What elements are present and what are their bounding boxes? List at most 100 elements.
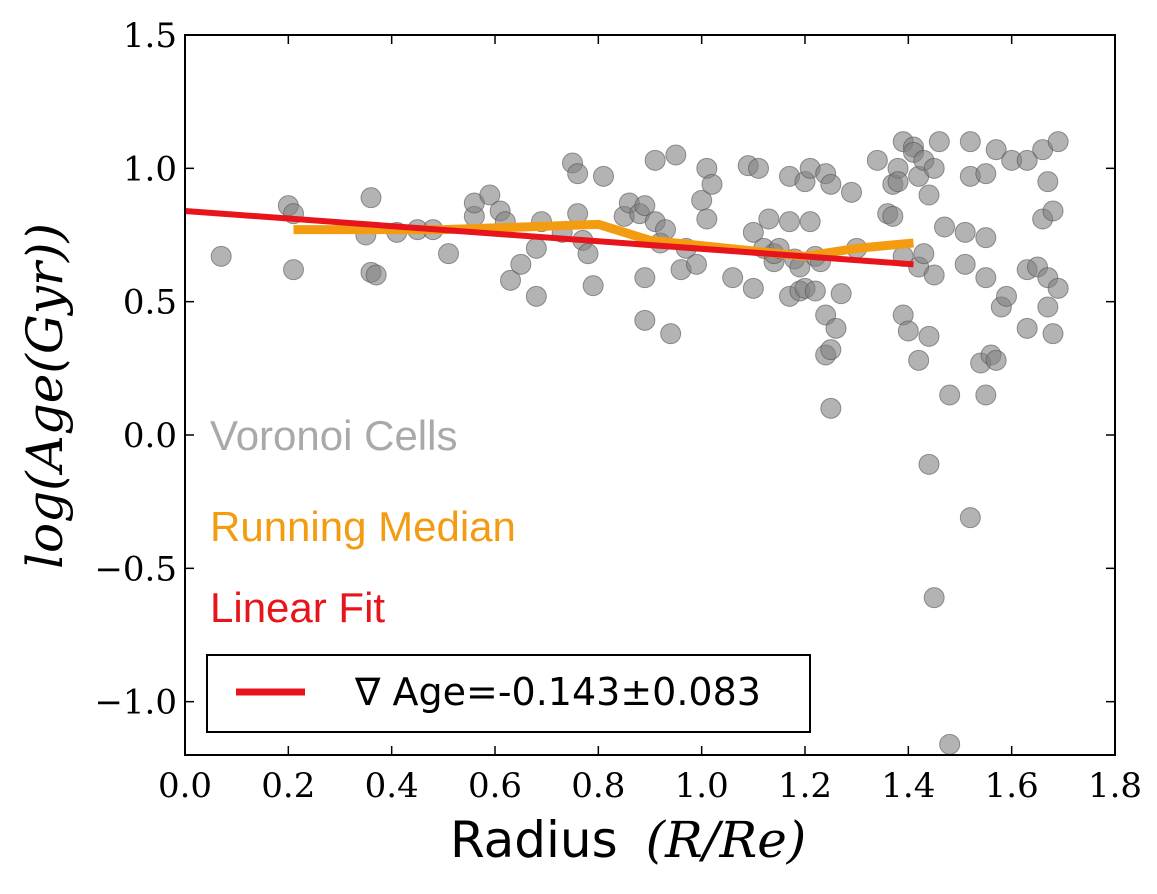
scatter-point — [908, 349, 930, 371]
x-tick-label: 1.8 — [1088, 766, 1142, 806]
scatter-point — [959, 507, 981, 529]
scatter-point — [1047, 277, 1069, 299]
y-tick-label: −1.0 — [94, 683, 177, 723]
scatter-point — [1042, 323, 1064, 345]
x-tick-label: 1.0 — [675, 766, 729, 806]
scatter-point — [634, 309, 656, 331]
scatter-point — [887, 171, 909, 193]
x-axis-title: Radius (R/Re) — [450, 811, 806, 869]
y-tick-label: 0.0 — [123, 416, 177, 456]
scatter-point — [742, 277, 764, 299]
scatter-point — [985, 349, 1007, 371]
scatter-point — [665, 144, 687, 166]
scatter-point — [1037, 171, 1059, 193]
scatter-point — [841, 181, 862, 203]
scatter-point — [510, 253, 532, 275]
scatter-point — [866, 149, 888, 171]
y-tick-label: 0.5 — [123, 283, 177, 323]
scatter-point — [758, 208, 780, 230]
scatter-point — [701, 173, 723, 195]
running-median-line — [293, 219, 914, 261]
scatter-point — [525, 237, 547, 259]
scatter-point — [928, 131, 950, 153]
scatter-point — [1042, 200, 1064, 222]
y-tick-label: 1.5 — [123, 16, 177, 56]
scatter-point — [742, 221, 764, 243]
scatter-point — [918, 325, 940, 347]
x-tick-label: 0.2 — [261, 766, 315, 806]
scatter-point — [567, 163, 589, 185]
scatter-point — [913, 243, 935, 265]
scatter-point — [820, 173, 842, 195]
lines-layer — [184, 208, 914, 268]
scatter-point — [918, 184, 940, 206]
scatter-point — [210, 245, 232, 267]
scatter-point — [923, 587, 945, 609]
legend: ∇ Age=-0.143±0.083 — [206, 654, 811, 733]
scatter-point — [593, 165, 614, 187]
scatter-point — [696, 208, 718, 230]
scatter-point — [500, 269, 521, 291]
scatter-point — [939, 384, 961, 406]
scatter-point — [959, 131, 981, 153]
y-axis-title: log(Age(Gyr)) — [16, 223, 74, 569]
scatter-point — [1047, 131, 1069, 153]
x-tick-label: 0.0 — [158, 766, 212, 806]
scatter-point — [525, 285, 547, 307]
scatter-point — [438, 243, 459, 265]
x-tick-label: 1.2 — [778, 766, 832, 806]
scatter-point — [918, 453, 940, 475]
y-tick-label: 1.0 — [123, 149, 177, 189]
scatter-point — [923, 157, 945, 179]
scatter-point — [830, 283, 852, 305]
scatter-point — [1016, 149, 1038, 171]
legend-label: ∇ Age=-0.143±0.083 — [354, 670, 761, 714]
scatter-point — [820, 339, 842, 361]
x-axis-title-math: (R/Re) — [646, 811, 807, 869]
scatter-point — [722, 267, 744, 289]
scatter-point — [686, 253, 707, 275]
x-tick-label: 1.4 — [881, 766, 935, 806]
annotation-linear-fit: Linear Fit — [210, 584, 385, 631]
scatter-point — [365, 264, 387, 286]
scatter-point — [1037, 296, 1059, 318]
scatter-point — [1016, 317, 1038, 339]
scatter-point — [634, 267, 656, 289]
y-tick-label: −0.5 — [94, 549, 177, 589]
scatter-point — [644, 149, 666, 171]
scatter-point — [934, 216, 955, 238]
scatter-point — [897, 320, 919, 342]
plot-frame — [184, 34, 1116, 756]
scatter-point — [975, 267, 997, 289]
scatter-point — [479, 184, 501, 206]
annotation-voronoi-cells: Voronoi Cells — [210, 412, 457, 459]
x-axis-title-text: Radius — [450, 811, 618, 869]
scatter-point — [985, 139, 1007, 161]
scatter-point — [582, 275, 604, 297]
legend-box — [206, 654, 811, 733]
annotation-running-median: Running Median — [210, 503, 516, 550]
scatter-point — [820, 397, 842, 419]
scatter-point — [283, 259, 304, 281]
scatter-point — [975, 384, 997, 406]
scatter-point — [923, 264, 945, 286]
scatter-point — [779, 211, 800, 233]
x-tick-label: 0.4 — [365, 766, 419, 806]
scatter-point — [360, 187, 382, 209]
scatter-point — [954, 221, 976, 243]
scatter-point — [655, 219, 676, 241]
scatter-point — [660, 323, 682, 345]
scatter-point — [882, 205, 904, 227]
x-tick-label: 0.6 — [468, 766, 522, 806]
scatter-point — [939, 733, 961, 755]
scatter-point — [577, 243, 599, 265]
scatter-point — [799, 211, 821, 233]
scatter-point — [996, 285, 1017, 307]
x-tick-label: 1.6 — [985, 766, 1039, 806]
linear-fit-line — [184, 208, 914, 268]
axes-layer: 0.0 0.2 0.4 0.6 0.8 1.0 1.2 1.4 1.6 1.8 −1.0 −0.5 0.… — [94, 16, 1142, 806]
scatter-point — [634, 195, 656, 217]
scatter-point — [954, 253, 976, 275]
scatter-point — [748, 157, 769, 179]
